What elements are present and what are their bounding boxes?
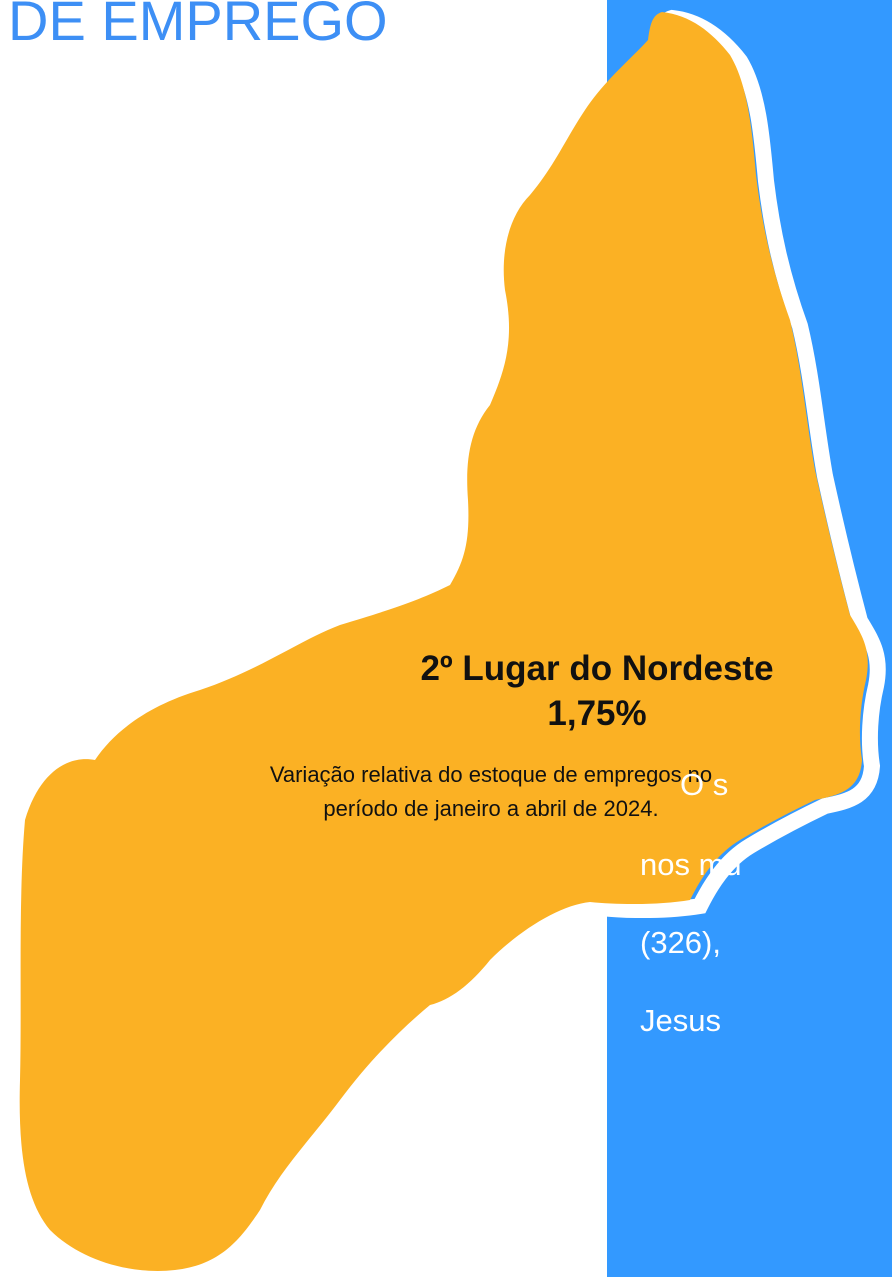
panel-line: nos mu: [640, 847, 742, 882]
title: DE EMPREGO: [8, 0, 388, 52]
value: 1,75%: [547, 694, 646, 733]
panel-line: O s: [680, 767, 728, 802]
caption-line: período de janeiro a abril de 2024.: [323, 796, 658, 821]
rank: 2º Lugar do Nordeste: [420, 649, 773, 688]
panel-line: Jesus: [640, 1003, 721, 1038]
panel-line: (326),: [640, 925, 721, 960]
map-shape: [19, 12, 868, 1271]
map: [19, 9, 886, 1277]
caption-line: Variação relativa do estoque de empregos…: [270, 762, 712, 787]
